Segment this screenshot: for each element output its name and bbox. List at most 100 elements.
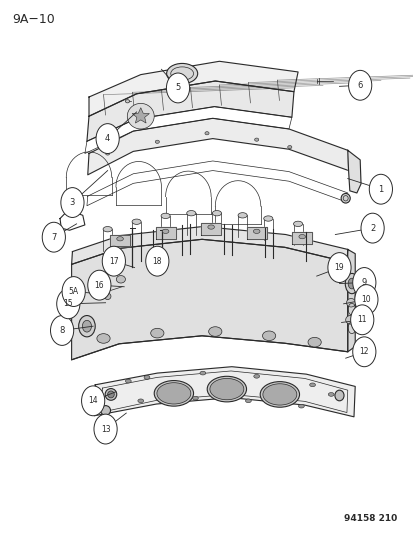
Ellipse shape	[345, 316, 354, 324]
Ellipse shape	[105, 389, 116, 400]
Ellipse shape	[347, 278, 355, 289]
Circle shape	[81, 386, 104, 416]
Ellipse shape	[287, 146, 291, 149]
Polygon shape	[71, 239, 347, 360]
Ellipse shape	[212, 211, 221, 216]
Text: 14: 14	[88, 397, 98, 405]
Circle shape	[354, 285, 377, 314]
Text: 9A−10: 9A−10	[12, 13, 55, 26]
Ellipse shape	[166, 63, 197, 84]
Ellipse shape	[154, 381, 193, 406]
Ellipse shape	[346, 298, 355, 307]
Polygon shape	[71, 227, 347, 264]
Text: 6: 6	[357, 81, 362, 90]
Circle shape	[57, 289, 80, 319]
Ellipse shape	[161, 213, 170, 219]
Ellipse shape	[105, 152, 109, 155]
Ellipse shape	[132, 219, 141, 224]
Text: 9: 9	[361, 278, 366, 287]
Polygon shape	[89, 61, 297, 116]
Ellipse shape	[334, 390, 343, 401]
Ellipse shape	[138, 399, 143, 403]
Circle shape	[42, 222, 65, 252]
Circle shape	[166, 73, 189, 103]
Polygon shape	[94, 367, 354, 417]
Ellipse shape	[186, 211, 195, 216]
Text: 4: 4	[105, 134, 110, 143]
Circle shape	[360, 213, 383, 243]
Ellipse shape	[293, 221, 302, 227]
Polygon shape	[132, 108, 149, 123]
Ellipse shape	[207, 225, 214, 229]
Circle shape	[348, 70, 371, 100]
Ellipse shape	[199, 371, 205, 375]
Circle shape	[352, 337, 375, 367]
Ellipse shape	[208, 327, 221, 336]
Polygon shape	[88, 118, 348, 175]
Text: 11: 11	[357, 316, 366, 324]
Text: 1: 1	[377, 185, 382, 193]
Text: 15: 15	[63, 300, 73, 308]
Ellipse shape	[127, 103, 154, 129]
Ellipse shape	[82, 320, 91, 332]
Ellipse shape	[103, 227, 112, 232]
Ellipse shape	[237, 213, 247, 218]
Ellipse shape	[78, 316, 95, 337]
Ellipse shape	[100, 406, 110, 415]
Ellipse shape	[104, 293, 111, 300]
Ellipse shape	[209, 378, 243, 400]
Text: 13: 13	[100, 425, 110, 433]
Ellipse shape	[309, 383, 315, 387]
Ellipse shape	[253, 374, 259, 378]
Ellipse shape	[207, 376, 246, 402]
Text: 94158 210: 94158 210	[343, 514, 396, 523]
Ellipse shape	[245, 399, 251, 403]
Ellipse shape	[155, 140, 159, 143]
Polygon shape	[87, 81, 293, 141]
Text: 5: 5	[175, 84, 180, 92]
Circle shape	[327, 253, 350, 282]
Text: 16: 16	[94, 281, 104, 289]
Polygon shape	[155, 227, 175, 239]
Polygon shape	[292, 232, 311, 244]
Circle shape	[145, 246, 169, 276]
Circle shape	[352, 268, 375, 297]
Circle shape	[350, 305, 373, 335]
Ellipse shape	[298, 404, 304, 408]
Text: 19: 19	[334, 263, 344, 272]
Ellipse shape	[116, 276, 125, 283]
Text: 12: 12	[359, 348, 368, 356]
Polygon shape	[110, 235, 130, 246]
Circle shape	[62, 277, 85, 306]
Ellipse shape	[259, 382, 299, 407]
Text: 2: 2	[369, 224, 374, 232]
Ellipse shape	[254, 138, 258, 141]
Ellipse shape	[204, 132, 209, 135]
Ellipse shape	[157, 383, 190, 404]
Ellipse shape	[144, 375, 150, 379]
Ellipse shape	[263, 216, 272, 221]
Circle shape	[368, 174, 392, 204]
Polygon shape	[347, 249, 354, 352]
Text: 18: 18	[152, 257, 161, 265]
Circle shape	[50, 316, 74, 345]
Text: 3: 3	[70, 198, 75, 207]
Ellipse shape	[192, 397, 198, 400]
Ellipse shape	[340, 193, 349, 203]
Ellipse shape	[107, 391, 114, 398]
Ellipse shape	[125, 379, 131, 383]
Circle shape	[96, 124, 119, 154]
Ellipse shape	[328, 392, 333, 397]
Text: 5A: 5A	[69, 287, 78, 296]
Text: 8: 8	[59, 326, 64, 335]
Circle shape	[88, 270, 111, 300]
Ellipse shape	[298, 235, 305, 239]
Text: 7: 7	[51, 233, 56, 241]
Ellipse shape	[253, 229, 259, 233]
Text: 17: 17	[109, 257, 119, 265]
Ellipse shape	[262, 384, 296, 405]
Ellipse shape	[307, 337, 320, 347]
Text: 10: 10	[361, 295, 370, 304]
Ellipse shape	[125, 100, 129, 103]
Polygon shape	[347, 150, 360, 193]
